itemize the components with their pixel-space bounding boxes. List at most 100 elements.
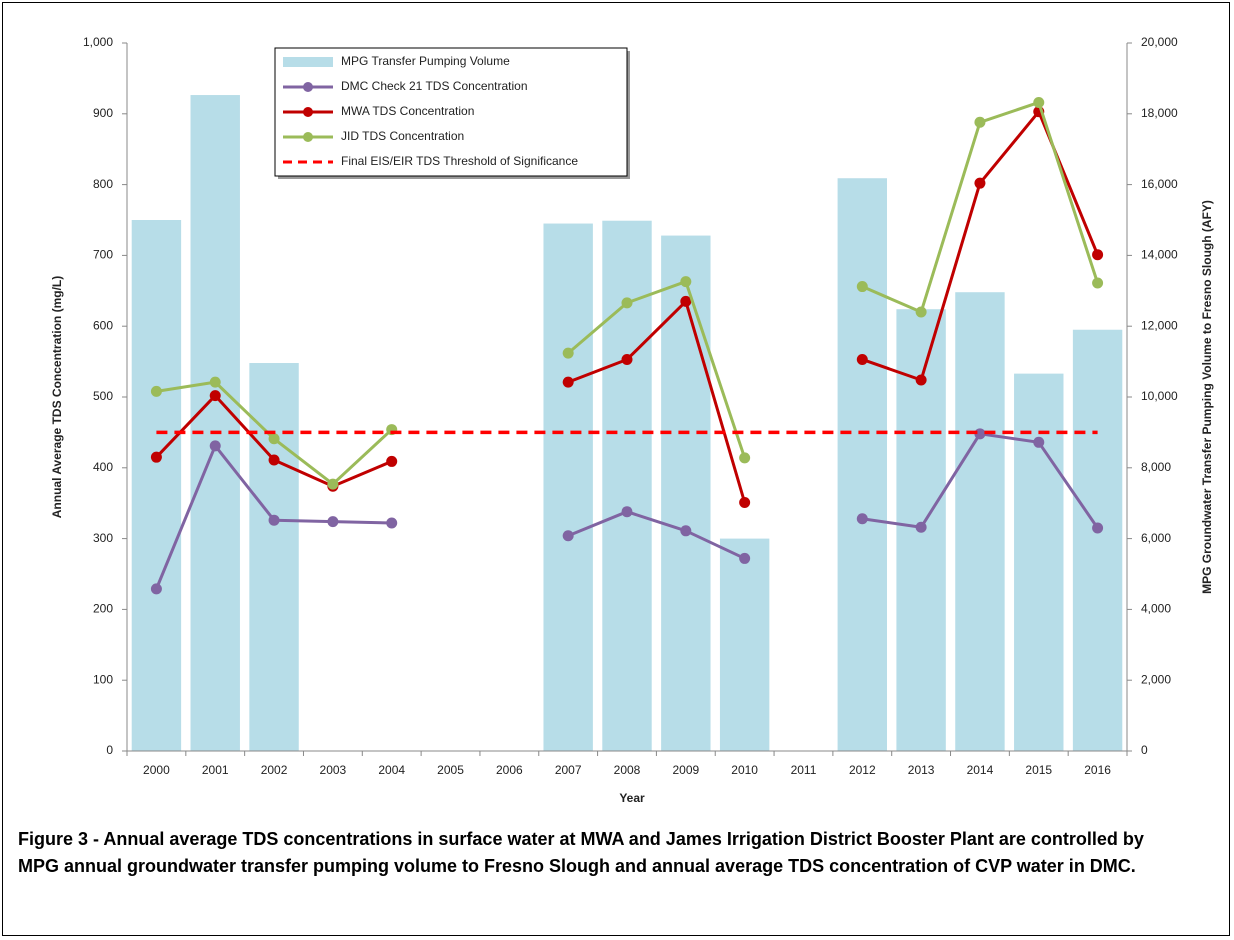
bar — [1072, 329, 1123, 751]
legend — [274, 47, 628, 177]
x-tick-label: 2003 — [320, 763, 347, 777]
marker — [150, 385, 162, 397]
marker — [1092, 249, 1104, 261]
y2-tick-label: 18,000 — [1141, 106, 1178, 120]
x-tick-label: 2008 — [614, 763, 641, 777]
marker — [856, 281, 868, 293]
y-tick-label: 900 — [93, 106, 113, 120]
marker — [209, 376, 221, 388]
marker — [562, 347, 574, 359]
marker — [915, 306, 927, 318]
y2-tick-label: 14,000 — [1141, 248, 1178, 262]
x-tick-label: 2009 — [672, 763, 699, 777]
y2-tick-label: 20,000 — [1141, 35, 1178, 49]
x-tick-label: 2016 — [1084, 763, 1111, 777]
y-tick-label: 700 — [93, 248, 113, 262]
marker — [268, 514, 280, 526]
marker — [1033, 436, 1045, 448]
marker — [209, 440, 221, 452]
bar — [955, 292, 1005, 751]
bar — [249, 363, 299, 751]
marker — [562, 376, 574, 388]
x-tick-label: 2006 — [496, 763, 523, 777]
marker — [150, 583, 162, 595]
x-axis-title: Year — [619, 791, 645, 805]
marker — [1092, 522, 1104, 534]
x-tick-label: 2007 — [555, 763, 582, 777]
legend-marker — [303, 82, 313, 92]
marker — [209, 390, 221, 402]
y2-tick-label: 16,000 — [1141, 177, 1178, 191]
y2-tick-label: 4,000 — [1141, 602, 1171, 616]
y-axis-title: Annual Average TDS Concentration (mg/L) — [50, 276, 64, 518]
y-tick-label: 200 — [93, 602, 113, 616]
bar — [837, 178, 887, 751]
x-tick-label: 2004 — [378, 763, 405, 777]
x-tick-label: 2013 — [908, 763, 935, 777]
legend-marker — [303, 107, 313, 117]
legend-marker — [303, 132, 313, 142]
marker — [621, 353, 633, 365]
marker — [268, 433, 280, 445]
legend-label: MPG Transfer Pumping Volume — [341, 54, 510, 68]
marker — [327, 478, 339, 490]
x-tick-label: 2010 — [731, 763, 758, 777]
marker — [268, 454, 280, 466]
bar — [602, 220, 652, 751]
y-tick-label: 100 — [93, 672, 113, 686]
marker — [621, 506, 633, 518]
x-tick-label: 2012 — [849, 763, 876, 777]
y2-tick-label: 8,000 — [1141, 460, 1171, 474]
caption: Figure 3 - Annual average TDS concentrat… — [18, 829, 1144, 876]
bar — [1014, 373, 1064, 751]
x-tick-label: 2001 — [202, 763, 229, 777]
legend-label: MWA TDS Concentration — [341, 104, 474, 118]
legend-swatch — [283, 57, 333, 67]
marker — [150, 451, 162, 463]
y2-tick-label: 10,000 — [1141, 389, 1178, 403]
marker — [327, 516, 339, 528]
marker — [739, 452, 751, 464]
marker — [1092, 277, 1104, 289]
bar — [661, 235, 711, 752]
y-tick-label: 800 — [93, 177, 113, 191]
marker — [386, 517, 398, 529]
x-tick-label: 2011 — [791, 763, 817, 777]
bar — [190, 95, 240, 751]
marker — [621, 297, 633, 309]
bar — [719, 538, 770, 751]
bar — [131, 220, 182, 751]
x-tick-label: 2014 — [967, 763, 994, 777]
marker — [386, 455, 398, 467]
y2-tick-label: 6,000 — [1141, 531, 1171, 545]
marker — [739, 496, 751, 508]
y-tick-label: 400 — [93, 460, 113, 474]
y-tick-label: 0 — [106, 743, 113, 757]
marker — [915, 521, 927, 533]
y-tick-label: 1,000 — [83, 35, 113, 49]
marker — [680, 525, 692, 537]
chart: Year Annual Average TDS Concentration (m… — [50, 35, 1214, 805]
marker — [974, 116, 986, 128]
marker — [915, 374, 927, 386]
legend-label: JID TDS Concentration — [341, 129, 464, 143]
x-tick-label: 2000 — [143, 763, 170, 777]
y2-tick-label: 12,000 — [1141, 318, 1178, 332]
marker — [562, 530, 574, 542]
y2-tick-label: 2,000 — [1141, 672, 1171, 686]
marker — [739, 552, 751, 564]
y-tick-label: 300 — [93, 531, 113, 545]
marker — [680, 295, 692, 307]
y-tick-label: 500 — [93, 389, 113, 403]
x-tick-label: 2015 — [1025, 763, 1052, 777]
y-tick-label: 600 — [93, 318, 113, 332]
legend-label: DMC Check 21 TDS Concentration — [341, 79, 528, 93]
marker — [1033, 96, 1045, 108]
bar — [543, 223, 593, 752]
y2-tick-label: 0 — [1141, 743, 1148, 757]
marker — [680, 276, 692, 288]
x-tick-label: 2002 — [261, 763, 288, 777]
marker — [856, 353, 868, 365]
y2-axis-title: MPG Groundwater Transfer Pumping Volume … — [1200, 200, 1214, 594]
